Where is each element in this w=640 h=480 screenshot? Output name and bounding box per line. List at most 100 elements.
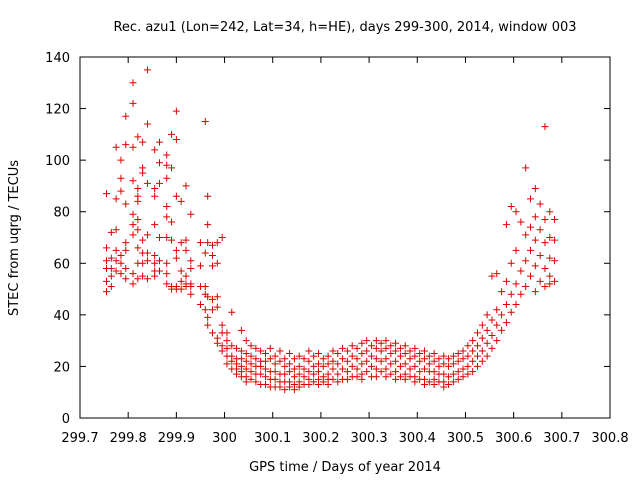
data-point: [449, 352, 457, 360]
data-point: [363, 357, 371, 365]
data-point: [163, 280, 171, 288]
data-point: [551, 277, 559, 285]
data-point: [430, 368, 438, 376]
data-point: [531, 185, 539, 193]
data-point: [218, 321, 226, 329]
data-point: [201, 306, 209, 314]
data-point: [117, 156, 125, 164]
data-point: [541, 123, 549, 131]
data-point: [493, 337, 501, 345]
x-tick-label: 300: [212, 431, 237, 446]
data-point: [440, 383, 448, 391]
data-point: [435, 362, 443, 370]
data-point: [223, 344, 231, 352]
data-point: [213, 339, 221, 347]
data-point: [488, 344, 496, 352]
data-point: [425, 360, 433, 368]
data-point: [172, 136, 180, 144]
data-point: [507, 203, 515, 211]
data-point: [382, 365, 390, 373]
data-point: [339, 344, 347, 352]
data-point: [223, 360, 231, 368]
data-point: [493, 306, 501, 314]
data-point: [421, 380, 428, 388]
data-point: [478, 321, 486, 329]
data-point: [329, 375, 337, 383]
data-point: [107, 264, 115, 272]
data-point: [401, 342, 409, 350]
data-point: [213, 239, 221, 247]
data-point: [382, 344, 390, 352]
data-point: [122, 246, 130, 254]
data-point: [204, 293, 212, 301]
data-point: [512, 280, 520, 288]
data-point: [440, 370, 448, 378]
data-point: [507, 290, 515, 298]
data-point: [425, 352, 433, 360]
data-point: [406, 347, 414, 355]
data-point: [324, 380, 332, 388]
data-point: [204, 239, 212, 247]
data-point: [315, 360, 322, 368]
data-point: [228, 357, 236, 365]
data-point: [396, 344, 404, 352]
data-point: [498, 326, 506, 334]
x-tick-label: 299.9: [158, 431, 195, 446]
data-point: [469, 357, 477, 365]
data-point: [445, 362, 453, 370]
data-point: [411, 352, 419, 360]
data-point: [353, 373, 361, 381]
data-point: [541, 264, 549, 272]
data-point: [276, 383, 284, 391]
data-point: [204, 221, 212, 229]
data-point: [454, 350, 462, 358]
data-point: [129, 99, 137, 107]
data-point: [156, 234, 163, 241]
data-point: [172, 192, 180, 200]
data-point: [334, 378, 342, 386]
data-point: [134, 226, 142, 234]
data-point: [329, 347, 337, 355]
data-point: [271, 368, 279, 376]
data-point: [454, 357, 462, 365]
data-point: [449, 378, 457, 386]
data-point: [266, 344, 274, 352]
data-point: [204, 321, 212, 329]
data-point: [454, 368, 462, 376]
data-point: [421, 347, 428, 355]
data-point: [329, 357, 337, 365]
data-point: [546, 254, 554, 262]
data-point: [377, 357, 385, 365]
data-point: [401, 360, 409, 368]
data-point: [502, 277, 510, 285]
y-tick-label: 20: [53, 360, 70, 375]
data-point: [182, 236, 190, 244]
data-point: [546, 234, 554, 241]
data-point: [209, 295, 216, 303]
y-tick-label: 0: [62, 412, 70, 427]
data-point: [396, 373, 404, 381]
data-point: [295, 383, 303, 391]
data-point: [271, 360, 279, 368]
data-point: [134, 215, 142, 223]
data-point: [392, 375, 400, 383]
data-point: [310, 352, 318, 360]
data-point: [151, 259, 159, 267]
data-point: [392, 357, 400, 365]
data-point: [464, 342, 472, 350]
data-point: [223, 337, 231, 345]
data-point: [531, 236, 539, 244]
data-point: [112, 257, 120, 265]
data-point: [122, 200, 130, 208]
data-point: [168, 130, 176, 138]
data-point: [177, 197, 185, 205]
data-point: [168, 164, 176, 172]
data-point: [522, 231, 530, 239]
data-point: [295, 352, 303, 360]
data-point: [464, 352, 472, 360]
data-point: [305, 380, 313, 388]
data-point: [129, 79, 137, 87]
data-point: [143, 257, 151, 265]
data-point: [112, 267, 120, 275]
y-tick-label: 60: [53, 257, 70, 272]
